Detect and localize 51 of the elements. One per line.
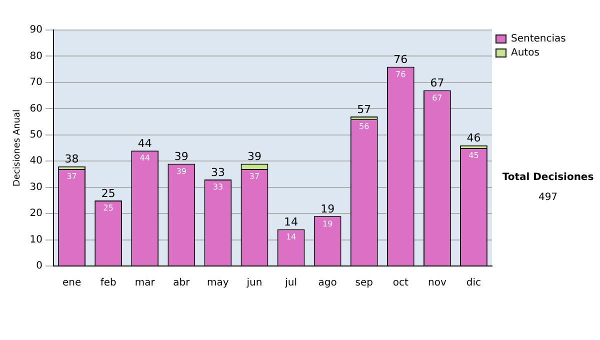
legend-label: Sentencias	[511, 34, 566, 45]
data-label: 19	[322, 219, 333, 228]
total-label: 14	[284, 216, 298, 229]
total-label: 33	[210, 166, 225, 179]
x-tick-label: ago	[318, 278, 337, 289]
total-label: 38	[64, 152, 79, 166]
data-label: 39	[176, 166, 187, 176]
total-label: 19	[320, 202, 335, 216]
y-tick-label: 20	[30, 208, 43, 220]
text: 497	[537, 192, 559, 203]
x-tick-label: may	[207, 278, 229, 289]
x-tick-label: feb	[100, 278, 116, 289]
data-label: 76	[396, 70, 406, 79]
x-tick-label: sep	[355, 278, 373, 289]
legend-label: Autos	[511, 48, 540, 59]
x-tick-label: mar	[134, 278, 156, 289]
y-tick-label: 40	[30, 156, 43, 167]
y-tick-label: 90	[30, 24, 43, 36]
data-label: 14	[286, 232, 296, 242]
total-label: 39	[174, 150, 188, 164]
data-label: 33	[212, 182, 224, 192]
x-tick-label: oct	[392, 278, 408, 289]
data-label: 44	[140, 154, 150, 163]
y-tick-label: 10	[30, 234, 43, 246]
x-tick-label: nov	[428, 278, 446, 289]
total-label: 57	[357, 102, 372, 116]
y-tick-label: 30	[30, 182, 43, 193]
x-tick-label: ene	[62, 278, 82, 289]
x-tick-label: jul	[284, 278, 297, 289]
data-label: 56	[359, 122, 370, 132]
total-label: 46	[466, 132, 481, 145]
x-tick-label: abr	[173, 278, 191, 289]
text: Total Decisiones	[501, 172, 595, 183]
data-label: 37	[249, 172, 260, 182]
total-label: 25	[101, 186, 116, 200]
y-tick-label: 80	[30, 50, 43, 62]
total-label: 39	[247, 150, 262, 164]
y-tick-label: 70	[30, 77, 43, 88]
y-tick-label: 0	[36, 260, 43, 272]
data-label: 67	[432, 93, 442, 102]
y-axis-title: Decisiones Anual	[12, 110, 23, 186]
total-label: 67	[430, 76, 444, 90]
y-tick-label: 50	[30, 129, 43, 140]
x-tick-label: jun	[246, 278, 262, 289]
total-label: 44	[138, 136, 152, 150]
y-tick-label: 60	[30, 103, 43, 114]
data-label: 45	[468, 151, 479, 160]
data-label: 25	[103, 204, 114, 213]
total-label: 76	[394, 53, 408, 66]
data-label: 37	[66, 172, 77, 182]
x-tick-label: dic	[466, 278, 482, 289]
